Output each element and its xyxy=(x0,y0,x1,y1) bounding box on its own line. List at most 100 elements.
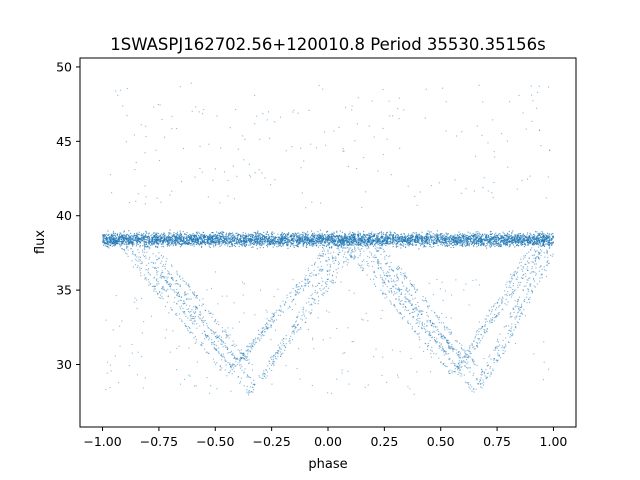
data-point xyxy=(362,245,364,247)
data-point xyxy=(383,237,385,240)
data-point xyxy=(356,238,358,240)
data-point xyxy=(313,244,315,246)
data-point xyxy=(109,241,111,243)
data-point xyxy=(518,240,520,242)
data-point xyxy=(383,243,386,245)
data-point xyxy=(486,243,488,245)
data-point xyxy=(392,241,394,243)
data-point xyxy=(460,238,462,240)
data-point xyxy=(211,243,213,245)
data-point xyxy=(286,241,288,243)
data-point xyxy=(152,241,154,243)
data-point xyxy=(197,241,199,243)
data-point xyxy=(417,236,419,238)
data-point xyxy=(393,233,395,235)
data-point xyxy=(498,242,500,244)
data-point xyxy=(206,234,208,236)
data-point xyxy=(223,241,225,243)
data-point xyxy=(510,237,513,239)
data-point xyxy=(156,239,158,241)
data-point xyxy=(107,230,109,232)
data-point xyxy=(511,235,513,237)
data-point xyxy=(395,239,397,241)
data-point xyxy=(500,240,502,242)
data-point xyxy=(530,241,532,243)
data-point xyxy=(403,238,405,240)
data-point xyxy=(526,234,528,236)
data-point xyxy=(302,233,304,235)
data-point xyxy=(304,233,306,235)
data-point xyxy=(448,242,451,244)
data-point xyxy=(477,242,479,245)
data-point xyxy=(114,238,116,240)
data-point xyxy=(342,237,344,240)
data-point xyxy=(502,239,504,241)
data-point xyxy=(130,241,132,243)
data-point xyxy=(493,236,495,238)
data-point xyxy=(318,237,320,239)
data-point xyxy=(362,236,364,238)
data-point xyxy=(506,239,509,241)
data-point xyxy=(371,239,373,241)
data-point xyxy=(551,233,553,235)
data-point xyxy=(322,236,325,238)
data-point xyxy=(427,236,429,238)
data-point xyxy=(186,239,188,241)
data-point xyxy=(305,239,307,241)
data-point xyxy=(551,242,553,244)
data-point xyxy=(220,236,222,238)
data-point xyxy=(216,235,218,237)
data-point xyxy=(385,233,388,235)
data-point xyxy=(158,241,160,243)
data-point xyxy=(426,232,428,234)
data-point xyxy=(375,242,377,244)
data-point xyxy=(272,236,274,238)
data-point xyxy=(521,242,523,245)
data-point xyxy=(476,237,478,239)
data-point xyxy=(153,232,155,234)
data-point xyxy=(380,231,382,233)
data-point xyxy=(113,233,115,235)
data-point xyxy=(526,242,528,244)
data-point xyxy=(296,236,299,238)
data-point xyxy=(360,237,362,239)
data-point xyxy=(376,242,378,244)
data-point xyxy=(190,243,192,245)
data-point xyxy=(331,242,333,244)
data-point xyxy=(361,237,363,239)
data-point xyxy=(433,238,435,240)
data-point xyxy=(272,235,274,237)
data-point xyxy=(226,239,228,241)
data-point xyxy=(454,239,456,241)
data-point xyxy=(500,241,502,243)
data-point xyxy=(217,234,219,236)
data-point xyxy=(149,244,152,246)
data-point xyxy=(112,232,114,234)
data-point xyxy=(353,238,355,240)
data-point xyxy=(417,239,420,241)
data-point xyxy=(504,241,506,243)
data-point xyxy=(486,239,488,241)
data-point xyxy=(263,241,265,243)
data-point xyxy=(336,243,338,245)
data-point xyxy=(238,238,241,240)
data-point xyxy=(381,235,383,237)
data-point xyxy=(262,235,264,237)
data-point xyxy=(471,234,473,236)
data-point xyxy=(343,247,345,249)
data-point xyxy=(203,237,205,239)
data-point xyxy=(207,237,209,239)
data-point xyxy=(473,236,475,238)
data-point xyxy=(357,238,359,240)
data-point xyxy=(195,234,197,236)
data-point xyxy=(245,235,247,237)
data-point xyxy=(320,236,322,238)
data-point xyxy=(499,242,501,244)
data-point xyxy=(419,236,421,238)
data-point xyxy=(525,236,527,238)
data-point xyxy=(440,241,443,243)
data-point xyxy=(207,242,209,244)
data-point xyxy=(289,236,291,238)
data-point xyxy=(515,241,517,243)
data-point xyxy=(528,241,530,244)
